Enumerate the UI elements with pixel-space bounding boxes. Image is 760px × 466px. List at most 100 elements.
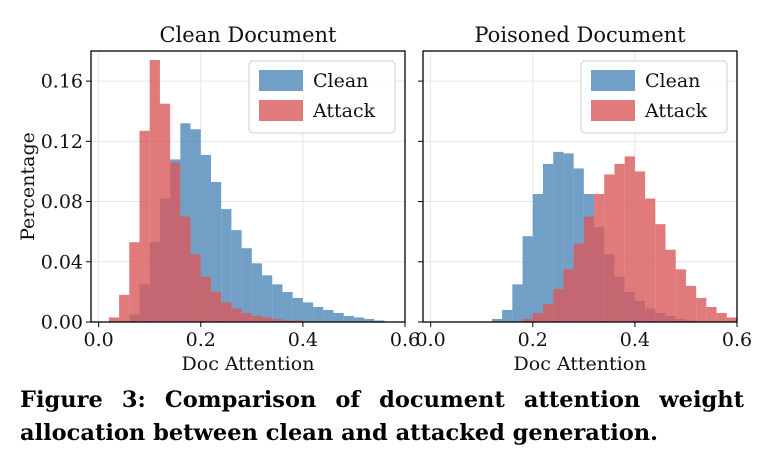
legend-swatch-attack	[259, 100, 303, 121]
bar-attack	[210, 291, 222, 322]
legend-label-clean: Clean	[313, 70, 368, 92]
bar-attack	[624, 156, 635, 322]
bar-attack	[262, 317, 273, 322]
bar-clean	[353, 317, 365, 322]
x-axis-label: Doc Attention	[182, 353, 315, 375]
bar-attack	[200, 276, 211, 322]
bar-attack	[149, 60, 160, 322]
legend-label-attack: Attack	[312, 100, 376, 122]
bar-attack	[129, 242, 140, 322]
x-tick-label: 0.4	[288, 329, 318, 351]
bar-attack	[583, 216, 595, 322]
bar-attack	[685, 285, 697, 322]
bar-clean	[512, 284, 523, 322]
bar-attack	[665, 249, 676, 322]
x-tick-label: 0.2	[186, 329, 216, 351]
chart-panel-2: 0.0 0.2 0.4 0.6 Poisoned Document Doc Attenti…	[416, 23, 753, 375]
bar-attack	[553, 288, 564, 322]
bar-attack	[108, 317, 120, 322]
bar-attack	[522, 318, 533, 322]
bar-clean	[502, 309, 513, 322]
bar-attack	[532, 312, 543, 322]
bar-clean	[532, 194, 543, 322]
chart-title: Clean Document	[159, 23, 337, 47]
bar-attack	[542, 303, 554, 322]
bar-clean	[364, 318, 375, 322]
bar-clean	[522, 236, 533, 322]
bar-clean	[374, 320, 385, 322]
bar-attack	[706, 306, 717, 322]
bar-attack	[159, 103, 171, 322]
bar-clean	[210, 181, 222, 322]
bar-attack	[675, 269, 686, 322]
x-tick-label: 0.2	[518, 329, 548, 351]
legend-swatch-clean	[591, 70, 635, 91]
bars-group	[491, 151, 737, 322]
y-axis-label: Percentage	[17, 132, 39, 241]
bar-attack	[604, 174, 615, 322]
bar-clean	[231, 230, 242, 322]
y-tick-label: 0.16	[41, 71, 83, 93]
bar-clean	[272, 284, 283, 322]
bar-clean	[302, 302, 314, 322]
bar-attack	[716, 312, 727, 322]
bar-clean	[262, 275, 273, 322]
axes-frame	[90, 50, 406, 323]
bars-group	[108, 60, 385, 322]
x-axis-label: Doc Attention	[514, 353, 647, 375]
chart-panel-1: 0.0 0.2 0.4 0.6 0.00 0.04 0.08 0.12 0.16 Clean Do…	[17, 23, 420, 375]
bar-attack	[563, 269, 574, 322]
bar-attack	[251, 315, 263, 322]
y-tick-label: 0.12	[41, 131, 83, 153]
x-tick-label: 0.0	[416, 329, 446, 351]
bar-attack	[139, 130, 150, 322]
bar-attack	[119, 294, 130, 322]
bar-clean	[313, 306, 324, 322]
bar-clean	[251, 263, 263, 322]
bar-attack	[726, 317, 737, 322]
bar-clean	[241, 248, 252, 322]
x-tick-label: 0.6	[722, 329, 752, 351]
bar-clean	[221, 209, 232, 322]
bar-clean	[282, 291, 293, 322]
bar-clean	[190, 129, 201, 322]
legend-swatch-attack	[591, 100, 635, 121]
bar-attack	[282, 320, 293, 322]
bar-attack	[573, 243, 584, 322]
bar-attack	[231, 308, 242, 322]
bar-attack	[614, 163, 625, 322]
bar-attack	[221, 302, 232, 322]
y-tick-label: 0.08	[41, 191, 83, 213]
chart-title: Poisoned Document	[474, 23, 686, 47]
bar-clean	[553, 151, 564, 322]
bar-attack	[170, 162, 181, 322]
bar-clean	[200, 154, 211, 322]
bar-clean	[333, 312, 344, 322]
figure-caption: Figure 3: Comparison of document attenti…	[20, 387, 744, 446]
bar-attack	[655, 224, 666, 322]
y-tick-label: 0.04	[41, 251, 83, 273]
legend-swatch-clean	[259, 70, 303, 91]
x-tick-label: 0.0	[84, 329, 114, 351]
bar-attack	[634, 171, 646, 322]
bar-attack	[272, 318, 283, 322]
bar-clean	[491, 318, 503, 322]
bar-clean	[323, 309, 334, 322]
y-tick-label: 0.00	[41, 312, 83, 334]
bar-attack	[696, 297, 707, 322]
bar-clean	[292, 297, 303, 322]
bar-attack	[594, 194, 605, 322]
bar-attack	[645, 198, 656, 322]
legend-label-clean: Clean	[645, 70, 700, 92]
legend-label-attack: Attack	[644, 100, 708, 122]
figure: 0.0 0.2 0.4 0.6 0.00 0.04 0.08 0.12 0.16 Clean Do…	[17, 23, 753, 375]
bar-clean	[542, 163, 554, 322]
bar-clean	[563, 153, 574, 322]
bar-attack	[292, 320, 303, 322]
axes-frame	[422, 50, 738, 323]
x-tick-label: 0.6	[390, 329, 420, 351]
x-tick-label: 0.4	[620, 329, 650, 351]
bar-clean	[343, 315, 354, 322]
bar-attack	[241, 312, 252, 322]
bar-attack	[190, 254, 201, 322]
